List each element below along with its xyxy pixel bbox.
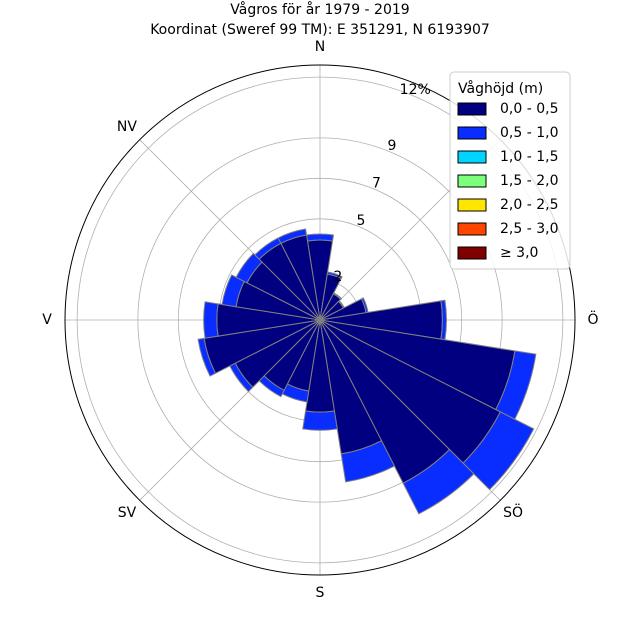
legend-label-2: 1,0 - 1,5	[500, 149, 558, 165]
direction-label-1: Ö	[587, 310, 598, 328]
radial-tick-label-4: 12%	[400, 82, 431, 98]
direction-label-6: SV	[118, 505, 137, 521]
legend-swatch-6	[457, 246, 487, 260]
radial-tick-label-0: 2	[333, 269, 342, 285]
chart-subtitle: Koordinat (Sweref 99 TM): E 351291, N 61…	[150, 22, 490, 38]
legend-label-4: 2,0 - 2,5	[500, 197, 558, 213]
legend-box	[449, 71, 571, 270]
legend-title: Våghöjd (m)	[458, 80, 543, 97]
legend-label-1: 0,5 - 1,0	[500, 125, 558, 141]
sector-9-series-1	[340, 440, 396, 483]
sector-7-series-1	[462, 411, 535, 491]
legend-swatch-2	[457, 150, 487, 164]
direction-label-4: NV	[117, 119, 137, 135]
rose-sectors	[197, 228, 537, 515]
legend-swatch-5	[457, 222, 487, 236]
legend-label-5: 2,5 - 3,0	[500, 221, 558, 237]
sector-14-series-1	[197, 337, 217, 377]
chart-title: Vågros för år 1979 - 2019	[230, 1, 409, 18]
direction-label-2: S	[316, 585, 325, 601]
legend-swatch-0	[457, 102, 487, 116]
legend-label-3: 1,5 - 2,0	[500, 173, 558, 189]
sector-8-series-1	[402, 448, 475, 515]
legend-swatch-3	[457, 174, 487, 188]
sector-17-series-1	[235, 252, 263, 284]
legend-swatch-1	[457, 126, 487, 140]
legend-swatch-4	[457, 198, 487, 212]
sector-1-series-1	[326, 271, 343, 280]
sector-0-series-1	[305, 233, 335, 242]
legend-label-0: 0,0 - 0,5	[500, 101, 558, 117]
radial-tick-labels: 2 5 7 9 12%	[333, 82, 430, 285]
direction-label-0: N	[315, 39, 325, 55]
radial-tick-label-1: 5	[357, 213, 366, 229]
sector-19-series-1	[277, 228, 308, 245]
sector-2-series-1	[332, 292, 343, 300]
legend: Våghöjd (m) 0,0 - 0,5 0,5 - 1,0 1,0 - 1,5 1…	[449, 71, 571, 270]
legend-label-6: ≥ 3,0	[500, 245, 538, 261]
direction-label-3: V	[42, 312, 52, 328]
sector-10-series-1	[302, 410, 338, 431]
radial-tick-label-3: 9	[388, 138, 397, 154]
radial-tick-label-2: 7	[372, 176, 381, 192]
direction-label-5: SÖ	[503, 503, 523, 521]
sector-16-series-1	[221, 274, 245, 308]
sector-15-series-1	[203, 301, 219, 339]
outer-frame	[64, 64, 576, 576]
